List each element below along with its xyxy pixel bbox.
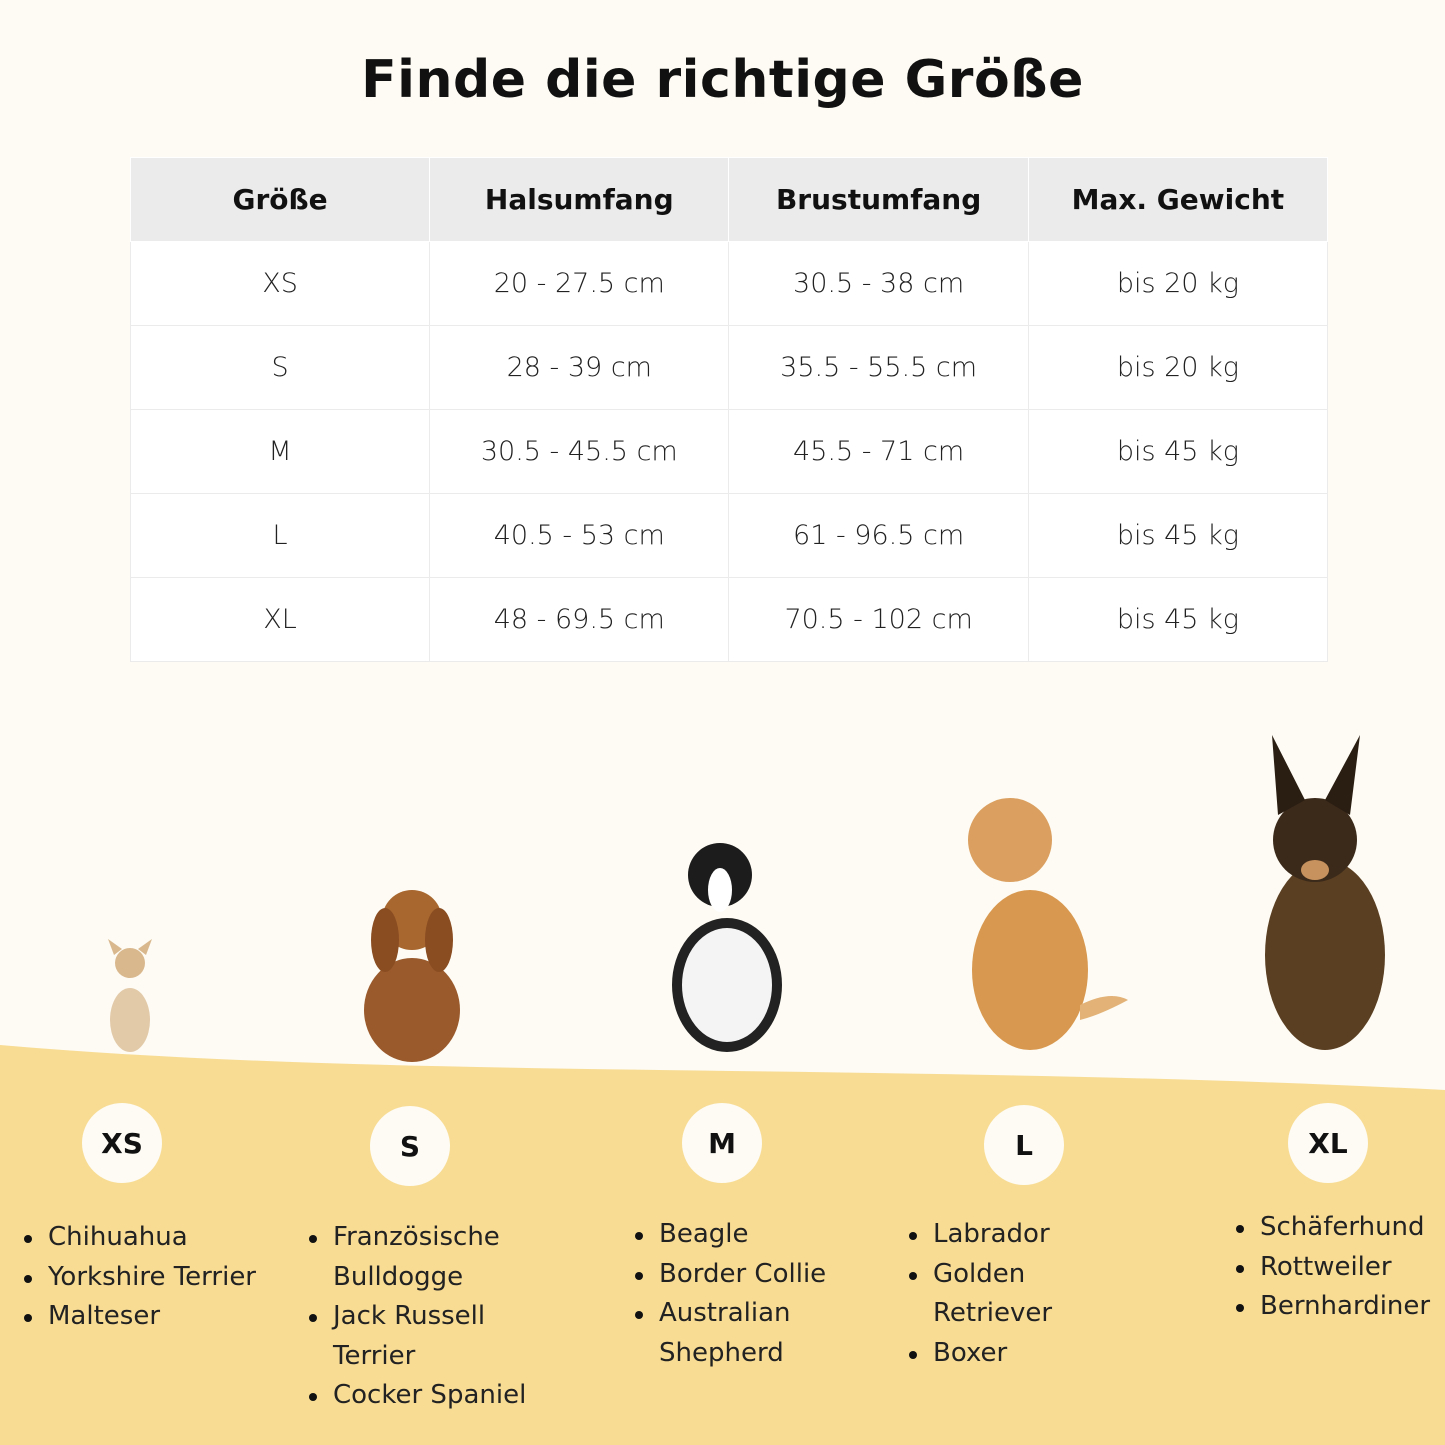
breed-item: Malteser [22, 1297, 262, 1337]
breed-item: Yorkshire Terrier [22, 1258, 262, 1298]
breed-item: Labrador [907, 1215, 1147, 1255]
breed-item: Französische Bulldogge [307, 1218, 537, 1297]
breed-item: Australian Shepherd [633, 1294, 873, 1373]
golden-retriever-image [968, 798, 1128, 1050]
cell-neck: 20 - 27.5 cm [429, 241, 730, 326]
breed-item: Chihuahua [22, 1218, 262, 1258]
cell-weight: bis 20 kg [1027, 325, 1329, 410]
cell-size: XL [129, 577, 431, 662]
breed-item: Jack Russell Terrier [307, 1297, 537, 1376]
size-badge-s: S [370, 1106, 450, 1186]
breed-list-xs: Chihuahua Yorkshire Terrier Malteser [22, 1218, 262, 1337]
cell-weight: bis 45 kg [1027, 409, 1329, 494]
breed-item: Rottweiler [1234, 1248, 1445, 1288]
cell-chest: 70.5 - 102 cm [728, 577, 1029, 662]
breed-item: Border Collie [633, 1255, 873, 1295]
page-title: Finde die richtige Größe [361, 50, 1084, 110]
cell-chest: 30.5 - 38 cm [728, 241, 1029, 326]
cell-size: M [129, 409, 431, 494]
breed-item: Bernhardiner [1234, 1287, 1445, 1327]
cell-neck: 40.5 - 53 cm [429, 493, 730, 578]
size-badge-xl: XL [1288, 1103, 1368, 1183]
breed-item: Golden Retriever [907, 1255, 1147, 1334]
table-header-row: Größe Halsumfang Brustumfang Max. Gewich… [129, 157, 1329, 242]
cell-size: S [129, 325, 431, 410]
header-size: Größe [129, 157, 431, 242]
cell-weight: bis 20 kg [1027, 241, 1329, 326]
header-weight: Max. Gewicht [1027, 157, 1329, 242]
cell-chest: 61 - 96.5 cm [728, 493, 1029, 578]
cell-chest: 35.5 - 55.5 cm [728, 325, 1029, 410]
table-row: S 28 - 39 cm 35.5 - 55.5 cm bis 20 kg [129, 325, 1329, 410]
breed-list-l: Labrador Golden Retriever Boxer [907, 1215, 1147, 1373]
cell-weight: bis 45 kg [1027, 577, 1329, 662]
header-chest: Brustumfang [728, 157, 1029, 242]
table-row: M 30.5 - 45.5 cm 45.5 - 71 cm bis 45 kg [129, 409, 1329, 494]
table-row: XS 20 - 27.5 cm 30.5 - 38 cm bis 20 kg [129, 241, 1329, 326]
cell-neck: 48 - 69.5 cm [429, 577, 730, 662]
header-neck: Halsumfang [429, 157, 730, 242]
table-row: L 40.5 - 53 cm 61 - 96.5 cm bis 45 kg [129, 493, 1329, 578]
table-row: XL 48 - 69.5 cm 70.5 - 102 cm bis 45 kg [129, 577, 1329, 662]
size-badge-l: L [984, 1105, 1064, 1185]
breed-item: Beagle [633, 1215, 873, 1255]
cell-neck: 30.5 - 45.5 cm [429, 409, 730, 494]
size-table: Größe Halsumfang Brustumfang Max. Gewich… [129, 157, 1329, 662]
cell-size: XS [129, 241, 431, 326]
breed-list-xl: Schäferhund Rottweiler Bernhardiner [1234, 1208, 1445, 1327]
breed-list-m: Beagle Border Collie Australian Shepherd [633, 1215, 873, 1373]
cell-weight: bis 45 kg [1027, 493, 1329, 578]
chihuahua-image [108, 939, 152, 1052]
cell-neck: 28 - 39 cm [429, 325, 730, 410]
size-badge-m: M [682, 1103, 762, 1183]
cell-size: L [129, 493, 431, 578]
breed-item: Boxer [907, 1334, 1147, 1374]
cell-chest: 45.5 - 71 cm [728, 409, 1029, 494]
size-badge-xs: XS [82, 1103, 162, 1183]
breed-list-s: Französische Bulldogge Jack Russell Terri… [307, 1218, 537, 1416]
breed-item: Schäferhund [1234, 1208, 1445, 1248]
cocker-spaniel-image [364, 890, 460, 1062]
breed-item: Cocker Spaniel [307, 1376, 537, 1416]
german-shepherd-image [1265, 735, 1385, 1050]
border-collie-image [672, 843, 782, 1052]
